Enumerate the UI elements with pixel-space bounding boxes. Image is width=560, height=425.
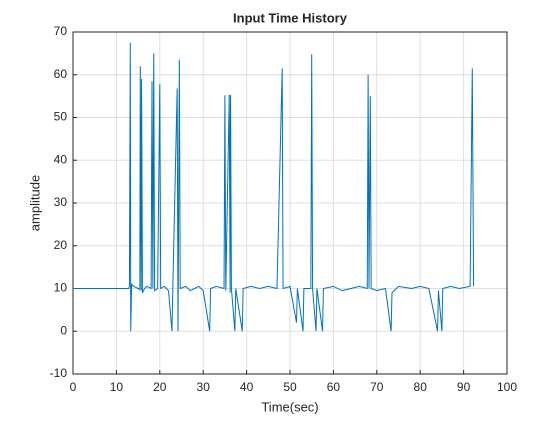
x-axis-label: Time(sec) xyxy=(261,399,318,414)
y-tick-label: 20 xyxy=(54,238,68,252)
x-tick-label: 10 xyxy=(110,380,124,394)
x-tick-label: 40 xyxy=(240,380,254,394)
plot-frame xyxy=(72,31,508,375)
y-tick-label: 0 xyxy=(60,323,67,337)
x-tick-label: 0 xyxy=(70,380,77,394)
y-tick-label: 70 xyxy=(54,24,68,38)
x-tick-label: 70 xyxy=(370,380,384,394)
y-axis-label: amplitude xyxy=(27,175,42,231)
x-tick-label: 30 xyxy=(197,380,211,394)
y-tick-label: 40 xyxy=(54,152,68,166)
x-tick-label: 90 xyxy=(457,380,471,394)
chart-title: Input Time History xyxy=(233,10,348,25)
y-tick-label: 50 xyxy=(54,110,68,124)
y-tick-label: 30 xyxy=(54,195,68,209)
x-tick-label: 80 xyxy=(414,380,428,394)
data-line xyxy=(73,42,475,332)
x-tick-label: 100 xyxy=(497,380,517,394)
x-tick-label: 20 xyxy=(153,380,167,394)
x-tick-label: 60 xyxy=(327,380,341,394)
y-tick-label: -10 xyxy=(50,366,68,380)
x-tick-label: 50 xyxy=(283,380,297,394)
y-tick-label: 10 xyxy=(54,281,68,295)
y-tick-label: 60 xyxy=(54,67,68,81)
